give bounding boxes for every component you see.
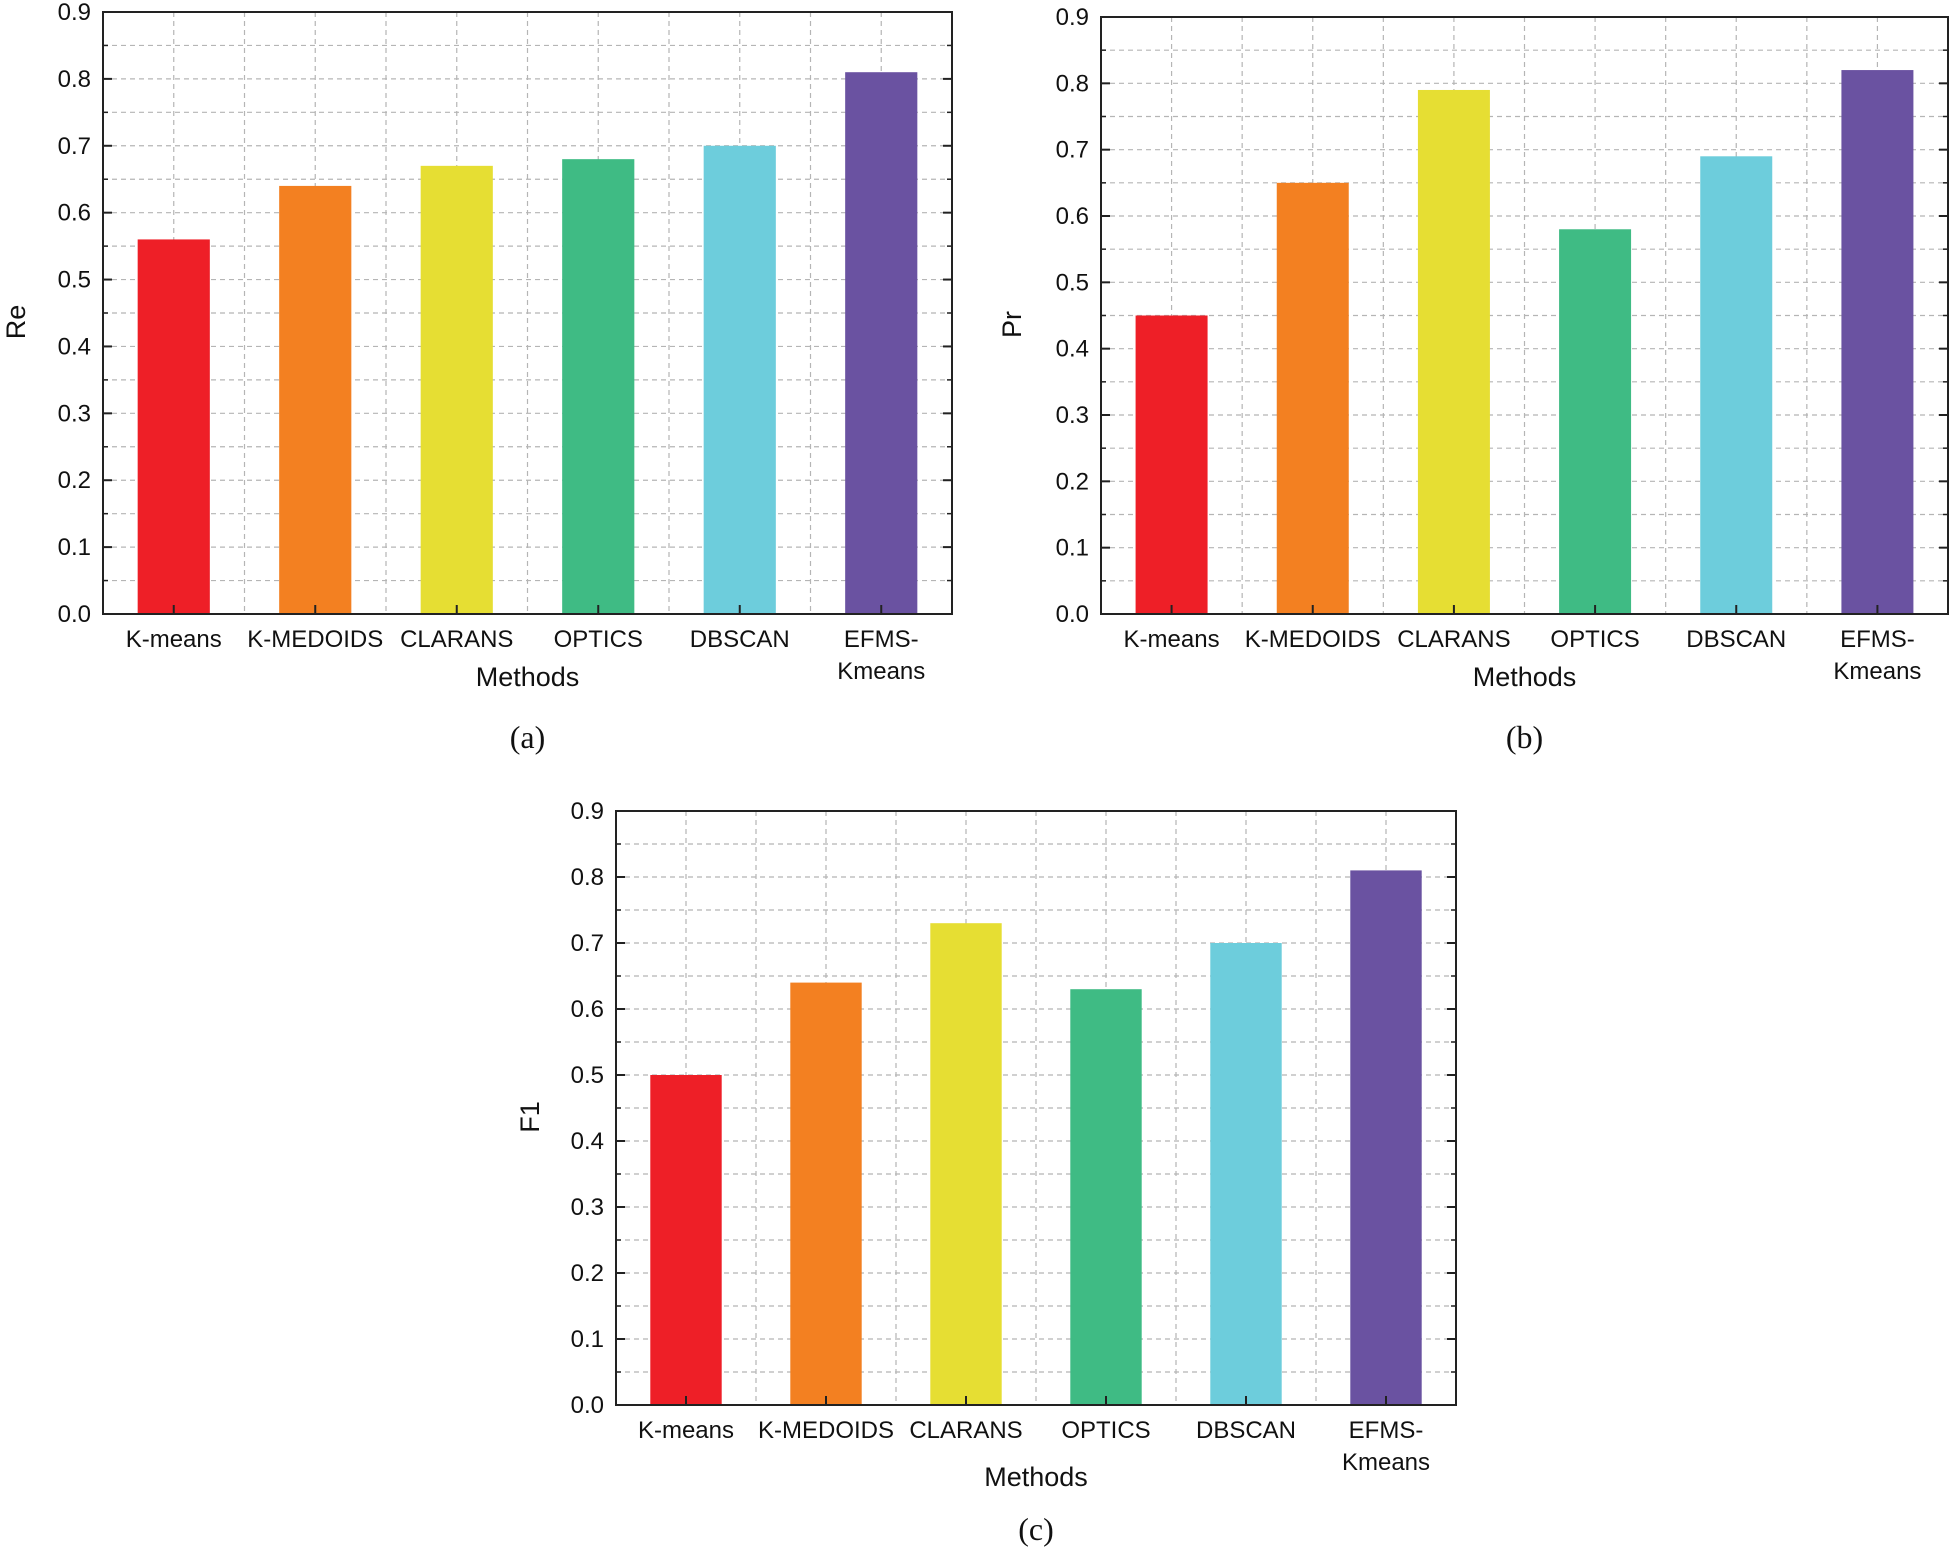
- x-tick-label: K-MEDOIDS: [1245, 626, 1381, 653]
- y-tick-label: 0.0: [1056, 601, 1089, 628]
- y-tick-label: 0.2: [58, 467, 91, 494]
- bar-optics: [1559, 229, 1632, 614]
- y-tick-label: 0.0: [571, 1392, 604, 1419]
- bar-k-medoids: [790, 982, 862, 1405]
- y-tick-label: 0.3: [1056, 402, 1089, 429]
- x-tick-label: CLARANS: [400, 626, 513, 653]
- y-tick-label: 0.5: [571, 1062, 604, 1089]
- x-tick-label: K-MEDOIDS: [758, 1417, 894, 1444]
- y-axis-title: F1: [515, 1101, 545, 1133]
- y-tick-label: 0.6: [1056, 203, 1089, 230]
- x-tick-label: DBSCAN: [1196, 1417, 1296, 1444]
- y-tick-label: 0.9: [571, 798, 604, 825]
- chart-panel-1: 0.0 0.1 0.2 0.3 0.4 0.5 0.6 0.7 0.8 0.9 K-means K-M…: [1, 0, 953, 755]
- bar-optics: [562, 159, 635, 614]
- bar-dbscan: [703, 145, 776, 614]
- bar-k-medoids: [1276, 182, 1349, 615]
- x-tick-label: Kmeans: [837, 658, 925, 685]
- y-tick-label: 0.4: [1056, 336, 1089, 363]
- y-axis-title: Re: [1, 305, 31, 340]
- x-tick-label: EFMS-: [844, 626, 919, 653]
- y-tick-label: 0.9: [1056, 4, 1089, 31]
- bar-efms-kmeans: [1841, 70, 1914, 615]
- y-tick-label: 0.1: [58, 534, 91, 561]
- y-tick-label: 0.6: [58, 200, 91, 227]
- x-tick-label: Kmeans: [1342, 1449, 1430, 1476]
- y-tick-label: 0.4: [58, 333, 91, 360]
- y-tick-label: 0.8: [58, 66, 91, 93]
- bar-optics: [1070, 989, 1142, 1405]
- y-tick-label: 0.5: [58, 267, 91, 294]
- y-tick-label: 0.1: [571, 1326, 604, 1353]
- y-tick-label: 0.0: [58, 601, 91, 628]
- bar-efms-kmeans: [1350, 870, 1422, 1405]
- y-tick-label: 0.3: [58, 400, 91, 427]
- bar-dbscan: [1700, 156, 1773, 615]
- bar-k-means: [137, 239, 210, 614]
- bar-clarans: [1417, 89, 1490, 614]
- chart-panel-3: 0.0 0.1 0.2 0.3 0.4 0.5 0.6 0.7 0.8 0.9 K-means K-M…: [515, 798, 1457, 1547]
- y-tick-label: 0.9: [58, 0, 91, 26]
- panel-caption: (b): [1506, 719, 1543, 755]
- x-tick-label: Kmeans: [1833, 658, 1921, 685]
- y-tick-label: 0.4: [571, 1128, 604, 1155]
- x-tick-label: K-means: [638, 1417, 734, 1444]
- y-tick-label: 0.2: [1056, 468, 1089, 495]
- y-tick-label: 0.7: [58, 133, 91, 160]
- x-tick-label: OPTICS: [1061, 1417, 1150, 1444]
- y-tick-label: 0.7: [571, 930, 604, 957]
- x-tick-label: CLARANS: [909, 1417, 1022, 1444]
- y-tick-label: 0.3: [571, 1194, 604, 1221]
- y-axis-title: Pr: [997, 311, 1027, 338]
- x-axis-title: Methods: [476, 662, 580, 692]
- bar-clarans: [420, 165, 493, 614]
- x-tick-label: OPTICS: [554, 626, 643, 653]
- bar-efms-kmeans: [845, 72, 918, 614]
- panel-caption: (c): [1018, 1511, 1054, 1547]
- x-tick-label: CLARANS: [1397, 626, 1510, 653]
- x-tick-label: K-MEDOIDS: [247, 626, 383, 653]
- y-tick-label: 0.7: [1056, 137, 1089, 164]
- y-tick-label: 0.2: [571, 1260, 604, 1287]
- bar-clarans: [930, 923, 1002, 1405]
- bar-dbscan: [1210, 943, 1282, 1405]
- x-axis-title: Methods: [1473, 662, 1577, 692]
- x-tick-label: K-means: [126, 626, 222, 653]
- x-tick-label: EFMS-: [1840, 626, 1915, 653]
- chart-panel-2: 0.0 0.1 0.2 0.3 0.4 0.5 0.6 0.7 0.8 0.9 K-means K-M…: [997, 4, 1949, 755]
- bar-k-means: [1135, 315, 1208, 614]
- panel-caption: (a): [510, 719, 546, 755]
- x-tick-label: OPTICS: [1550, 626, 1639, 653]
- x-tick-label: EFMS-: [1349, 1417, 1424, 1444]
- y-tick-label: 0.5: [1056, 269, 1089, 296]
- y-tick-label: 0.6: [571, 996, 604, 1023]
- bar-k-means: [650, 1075, 722, 1405]
- y-tick-label: 0.1: [1056, 535, 1089, 562]
- x-tick-label: DBSCAN: [1686, 626, 1786, 653]
- bar-k-medoids: [279, 185, 352, 614]
- y-tick-label: 0.8: [1056, 70, 1089, 97]
- x-tick-label: K-means: [1124, 626, 1220, 653]
- y-tick-label: 0.8: [571, 864, 604, 891]
- x-axis-title: Methods: [984, 1462, 1088, 1492]
- x-tick-label: DBSCAN: [690, 626, 790, 653]
